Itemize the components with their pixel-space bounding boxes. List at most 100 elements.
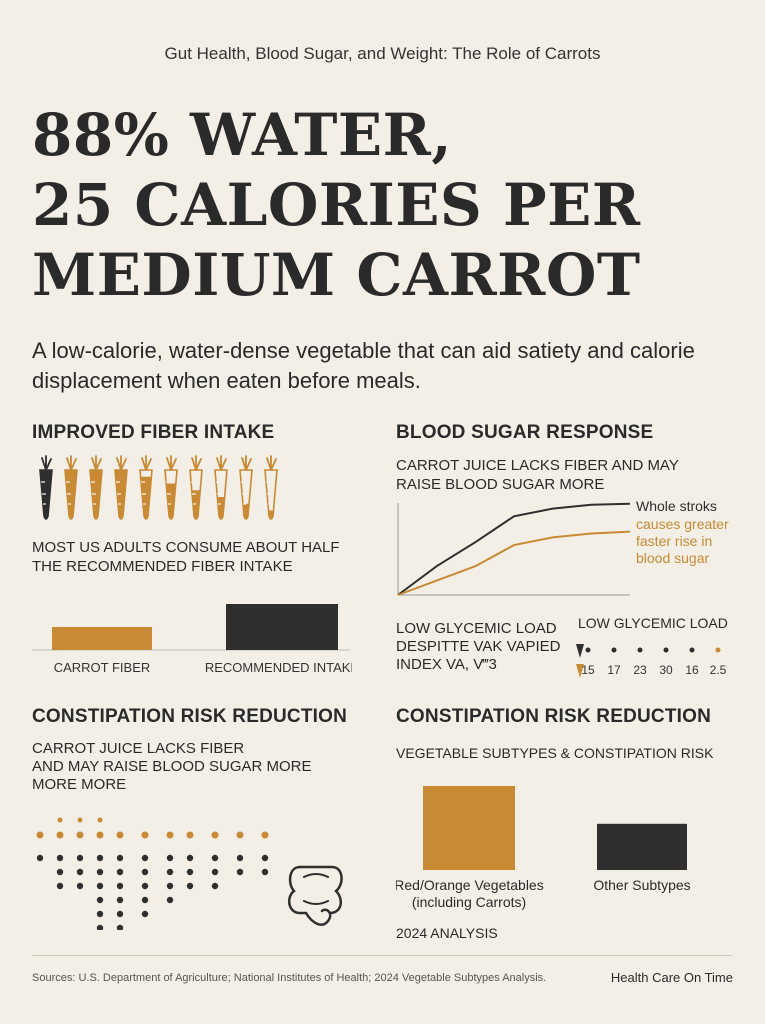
dot bbox=[236, 854, 244, 862]
dot bbox=[166, 896, 174, 904]
glycemic-value: 23 bbox=[633, 663, 647, 677]
dot bbox=[186, 854, 194, 862]
constipation-left-caption-line: AND MAY RAISE BLOOD SUGAR MORE bbox=[32, 758, 312, 775]
glycemic-value: 2.5 bbox=[710, 663, 727, 677]
dot bbox=[166, 868, 174, 876]
dot bbox=[261, 854, 269, 862]
carrot-icon bbox=[164, 455, 178, 520]
carrot-icon bbox=[189, 455, 203, 520]
dot bbox=[76, 831, 84, 839]
dot bbox=[36, 831, 44, 839]
kicker: Gut Health, Blood Sugar, and Weight: The… bbox=[164, 44, 601, 63]
blood-sugar-caption-line: CARROT JUICE LACKS FIBER AND MAY bbox=[396, 457, 679, 474]
carrot-icon bbox=[64, 455, 78, 520]
glycemic-title: LOW GLYCEMIC LOAD bbox=[578, 615, 728, 631]
dot bbox=[56, 831, 64, 839]
headline-line: MEDIUM CARROT bbox=[32, 241, 641, 309]
fiber-caption-line: MOST US ADULTS CONSUME ABOUT HALF bbox=[32, 539, 340, 556]
carrot-icon bbox=[576, 644, 584, 658]
constipation-right-title: CONSTIPATION RISK REDUCTION bbox=[396, 706, 712, 727]
dot bbox=[261, 868, 269, 876]
dot bbox=[166, 854, 174, 862]
carrot-icon bbox=[114, 455, 128, 520]
blood-sugar-caption: CARROT JUICE LACKS FIBER AND MAY RAISE B… bbox=[396, 456, 679, 494]
dot bbox=[141, 896, 149, 904]
carrot-row bbox=[39, 455, 278, 520]
constipation-left-caption-line: CARROT JUICE LACKS FIBER bbox=[32, 740, 245, 757]
glycemic-load-row: 15 17 23 30 16 2.5 bbox=[576, 644, 727, 678]
dot bbox=[141, 910, 149, 918]
fiber-bar-label: RECOMMENDED INTAKE bbox=[205, 660, 352, 675]
subtype-bar-chart: Red/Orange Vegetables(including Carrots)… bbox=[396, 786, 691, 910]
subtype-bar bbox=[597, 823, 687, 870]
fiber-caption-line: THE RECOMMENDED FIBER INTAKE bbox=[32, 558, 293, 575]
fiber-bar bbox=[52, 627, 152, 650]
dot bbox=[116, 896, 124, 904]
fiber-caption: MOST US ADULTS CONSUME ABOUT HALF THE RE… bbox=[32, 538, 340, 576]
glycemic-dot bbox=[637, 647, 643, 653]
dot bbox=[186, 831, 194, 839]
fiber-section-title: IMPROVED FIBER INTAKE bbox=[32, 422, 275, 443]
fiber-bar-chart: CARROT FIBER RECOMMENDED INTAKE bbox=[32, 604, 352, 675]
legend-juice: causes greater bbox=[636, 516, 729, 532]
sugar-series-line bbox=[397, 502, 631, 596]
glycemic-caption-line: DESPITTE VAK VAPIED bbox=[396, 638, 561, 655]
dot bbox=[96, 896, 104, 904]
legend-whole: Whole stroks bbox=[636, 498, 717, 514]
carrot-icon bbox=[264, 455, 278, 520]
dot bbox=[77, 817, 83, 823]
dot bbox=[76, 868, 84, 876]
carrot-icon bbox=[576, 664, 584, 678]
glycemic-dot bbox=[715, 647, 721, 653]
dot bbox=[56, 854, 64, 862]
glycemic-caption: LOW GLYCEMIC LOAD DESPITTE VAK VAPIED IN… bbox=[396, 620, 561, 674]
dot bbox=[116, 924, 124, 930]
brand: Health Care On Time bbox=[610, 970, 733, 985]
headline-line: 88% WATER, bbox=[32, 101, 453, 169]
footer-divider bbox=[32, 955, 732, 956]
constipation-right-subtitle: VEGETABLE SUBTYPES & CONSTIPATION RISK bbox=[396, 745, 714, 761]
dot bbox=[96, 882, 104, 890]
blood-sugar-caption-line: RAISE BLOOD SUGAR MORE bbox=[396, 476, 605, 493]
dot bbox=[141, 854, 149, 862]
dot-matrix-graphic bbox=[36, 817, 269, 930]
glycemic-dot bbox=[689, 647, 695, 653]
headline-line: 25 CALORIES PER bbox=[32, 171, 641, 239]
dot bbox=[96, 854, 104, 862]
fiber-bar-label: CARROT FIBER bbox=[54, 660, 151, 675]
glycemic-value: 17 bbox=[607, 663, 621, 677]
dot bbox=[166, 882, 174, 890]
glycemic-value: 16 bbox=[685, 663, 699, 677]
sources: Sources: U.S. Department of Agriculture;… bbox=[32, 972, 547, 984]
dot bbox=[56, 868, 64, 876]
blood-sugar-section-title: BLOOD SUGAR RESPONSE bbox=[396, 422, 654, 443]
dot bbox=[116, 854, 124, 862]
subtype-bar bbox=[423, 786, 515, 870]
fiber-bar bbox=[226, 604, 338, 650]
constipation-left-title: CONSTIPATION RISK REDUCTION bbox=[32, 706, 348, 727]
dot bbox=[166, 831, 174, 839]
dot bbox=[96, 868, 104, 876]
dot bbox=[186, 882, 194, 890]
carrot-icon bbox=[139, 455, 153, 520]
glycemic-dot bbox=[585, 647, 591, 653]
dot bbox=[56, 882, 64, 890]
dot bbox=[211, 854, 219, 862]
dot bbox=[116, 882, 124, 890]
legend-juice: faster rise in bbox=[636, 533, 712, 549]
dot bbox=[96, 831, 104, 839]
carrot-icon bbox=[89, 455, 103, 520]
dot bbox=[36, 854, 44, 862]
dot bbox=[236, 831, 244, 839]
dot bbox=[96, 910, 104, 918]
dot bbox=[261, 831, 269, 839]
dot bbox=[96, 924, 104, 930]
dot bbox=[211, 831, 219, 839]
carrot-icon bbox=[39, 455, 53, 520]
dot bbox=[116, 910, 124, 918]
dot bbox=[141, 868, 149, 876]
dot bbox=[97, 817, 103, 823]
sugar-series-line bbox=[397, 530, 631, 596]
subtype-bar-label: (including Carrots) bbox=[412, 894, 526, 910]
